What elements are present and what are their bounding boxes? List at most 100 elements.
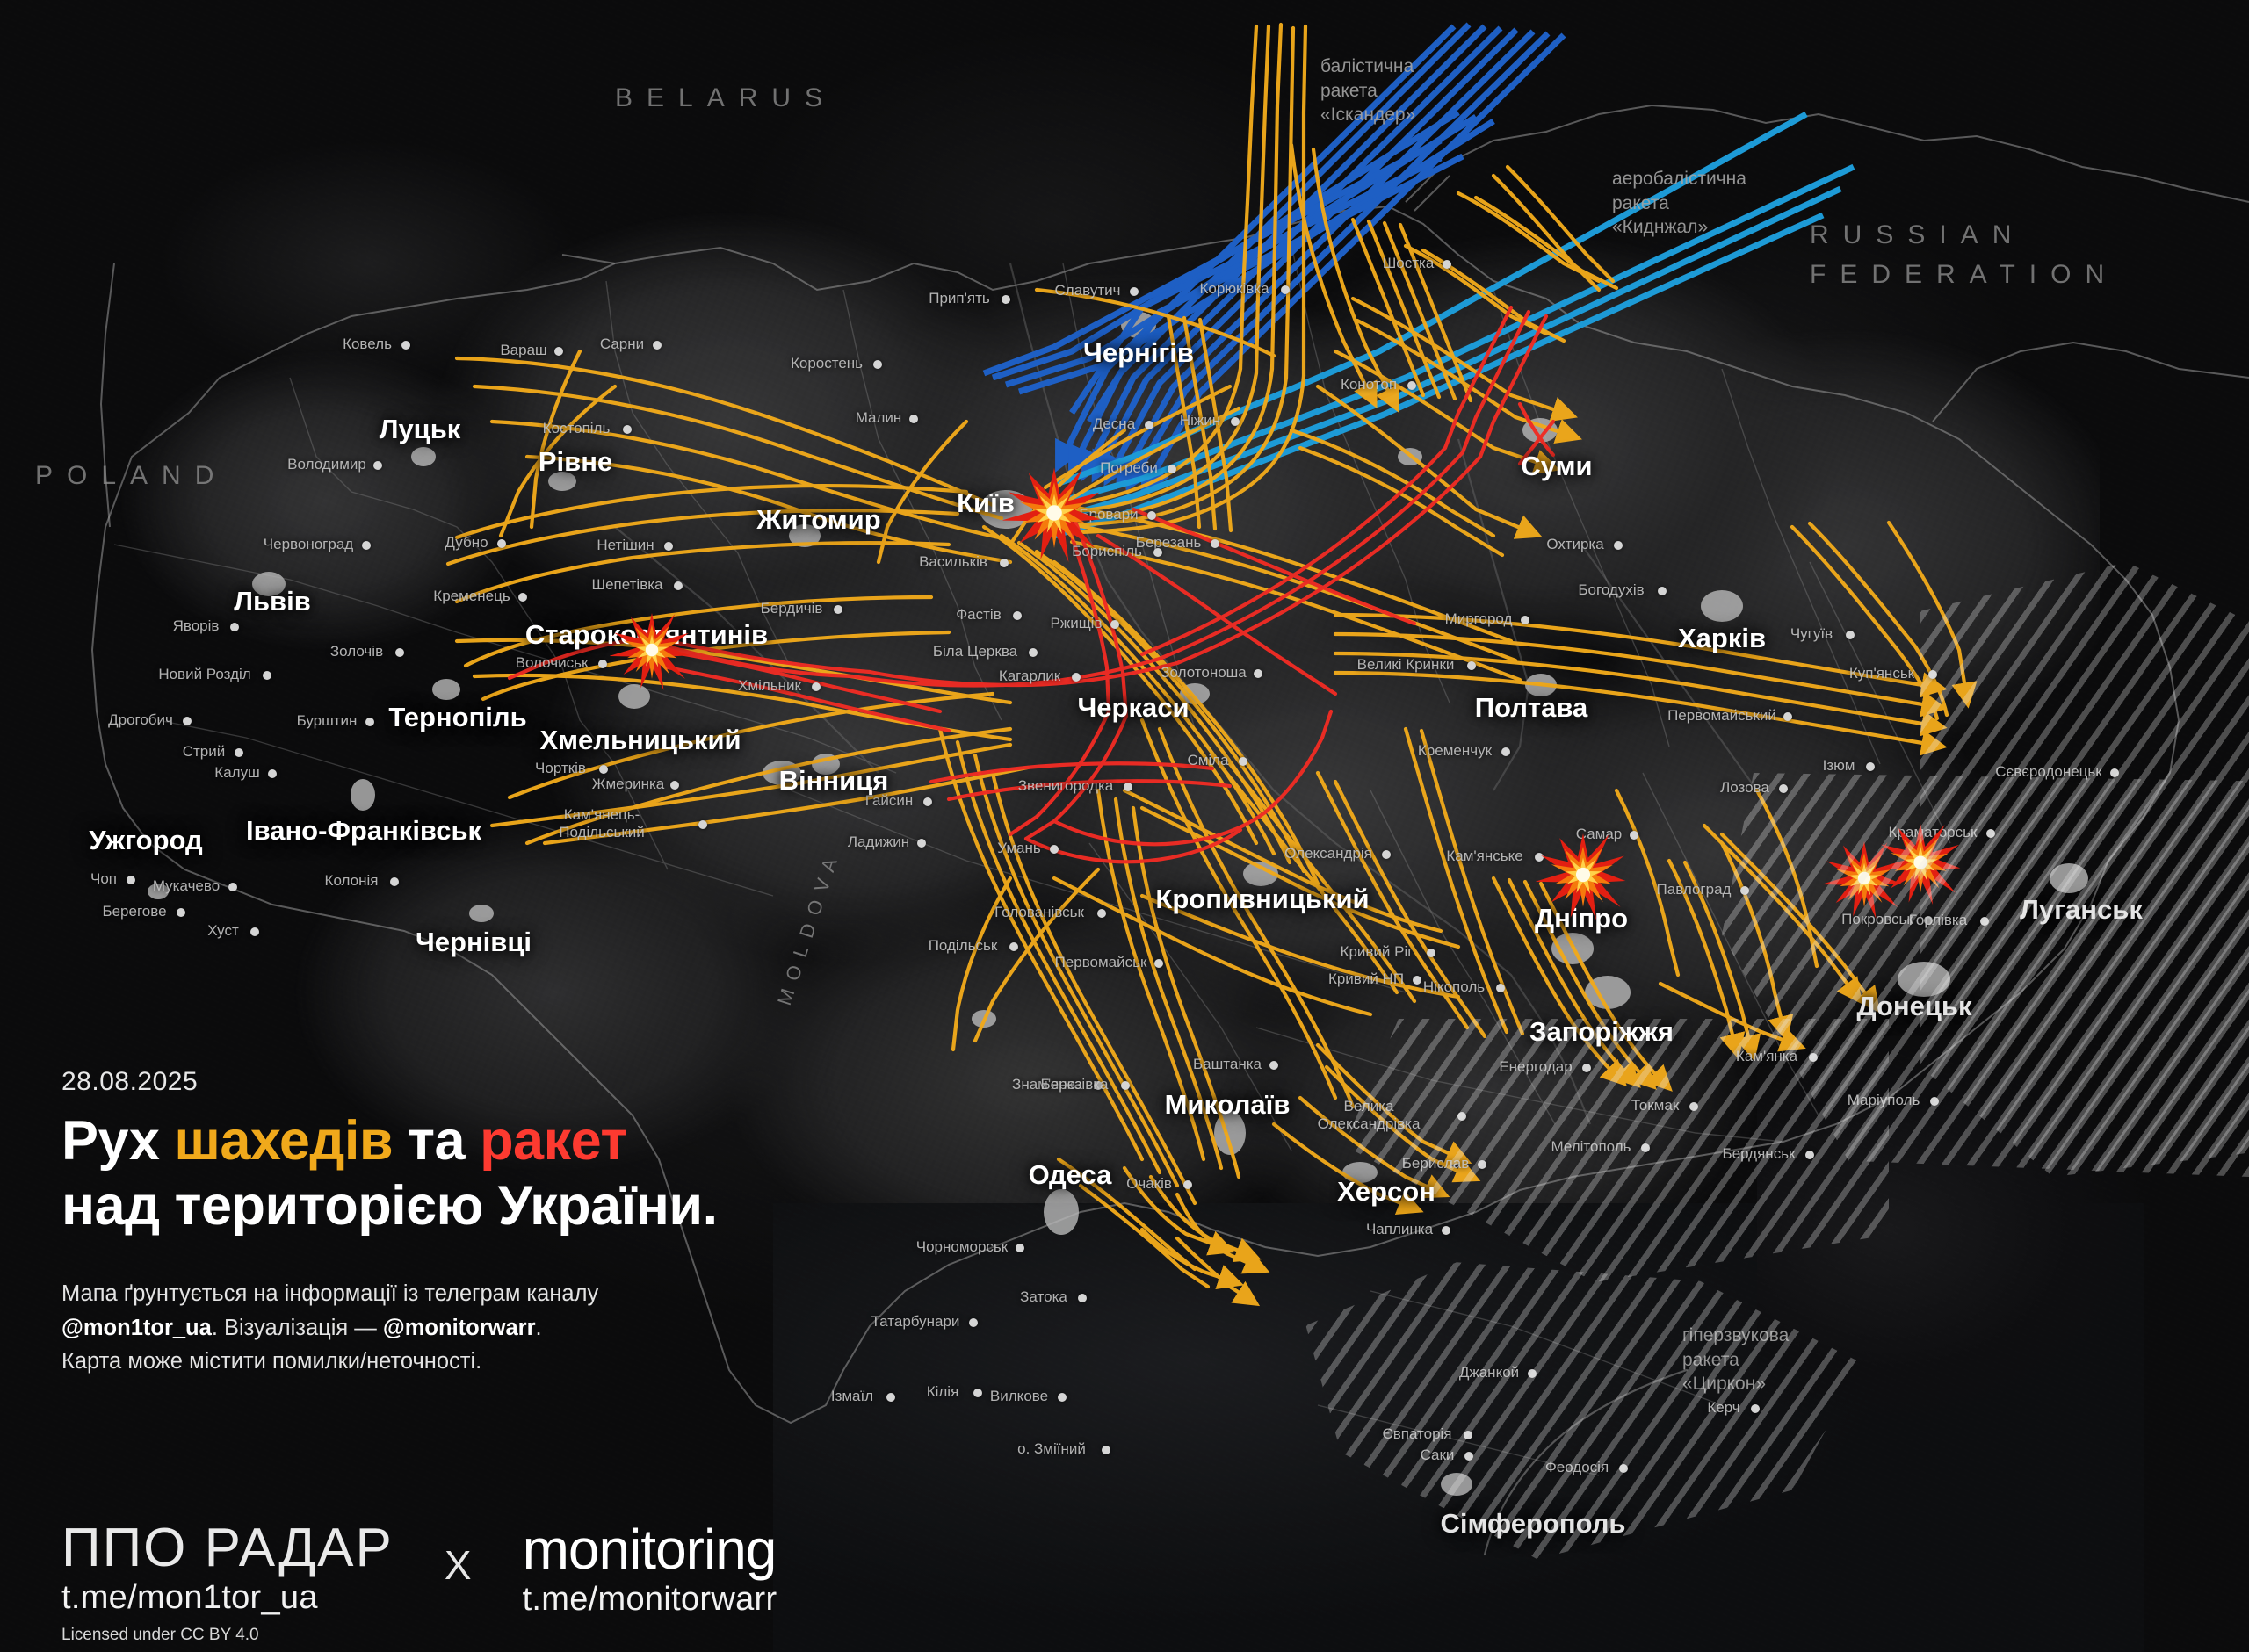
city-dot-icon	[923, 797, 932, 806]
city-dot-icon	[1924, 916, 1933, 925]
major-city-label: Полтава	[1474, 692, 1588, 723]
minor-city-label: Сарни	[599, 335, 645, 352]
minor-city-label: Березівка	[1040, 1076, 1109, 1093]
city-dot-icon	[1630, 831, 1638, 840]
minor-city-label: Мукачево	[152, 877, 221, 894]
city-dot-icon	[1168, 465, 1176, 473]
explosion-marker-icon	[1821, 836, 1906, 920]
minor-city-label: Звенигородка	[1017, 777, 1114, 794]
caption-panel: 28.08.2025 Рух шахедів та ракет над тери…	[61, 1067, 852, 1378]
city-dot-icon	[518, 593, 527, 602]
headline-missile-word: ракет	[480, 1110, 627, 1172]
minor-city-label: Погреби	[1100, 459, 1158, 476]
minor-city-label: Енергодар	[1499, 1058, 1573, 1075]
city-dot-icon	[1582, 1064, 1591, 1072]
minor-city-label: Корюківка	[1199, 280, 1269, 297]
minor-city-label: Смiла	[1187, 752, 1229, 768]
headline-part-2: та	[393, 1110, 481, 1172]
minor-city-label: Феодосія	[1544, 1459, 1609, 1475]
city-dot-icon	[812, 682, 821, 691]
minor-city-label: Колонія	[324, 872, 379, 889]
major-city-label: Чернівці	[415, 927, 532, 957]
minor-city-label: Дубно	[445, 534, 488, 551]
disclaimer-period: .	[535, 1315, 542, 1340]
minor-city-label: Голованівськ	[994, 904, 1084, 920]
city-dot-icon	[1413, 976, 1421, 985]
city-dot-icon	[664, 542, 673, 551]
major-city-label: Сімферополь	[1440, 1508, 1626, 1539]
minor-city-label: Самар	[1575, 826, 1623, 842]
minor-city-label: Коростень	[790, 355, 864, 372]
minor-city-label: Чорноморськ	[915, 1238, 1009, 1255]
headline-part-1: Рух	[61, 1110, 175, 1172]
minor-city-label: Бориспіль	[1072, 543, 1142, 559]
missile-trajectories	[507, 305, 1556, 864]
major-city-label: Чернігів	[1083, 337, 1194, 368]
minor-city-label: Ізмаїл	[830, 1388, 874, 1404]
minor-city-label: Кагарлик	[998, 667, 1061, 684]
minor-city-label: Кременець	[433, 588, 510, 604]
minor-city-label: Керч	[1707, 1399, 1740, 1416]
major-city-label: Івано-Франківськ	[245, 815, 482, 846]
brand-ppo-url[interactable]: t.me/mon1tor_ua	[61, 1579, 318, 1617]
major-city-label: Запоріжжя	[1529, 1016, 1674, 1047]
source-channel-handle[interactable]: @mon1tor_ua	[61, 1315, 212, 1340]
annotation-kinzhal: аеробалістична ракета «Киднжал»	[1612, 169, 1746, 238]
city-dot-icon	[1013, 611, 1022, 620]
city-dot-icon	[362, 541, 371, 550]
city-dot-icon	[698, 820, 707, 829]
minor-city-label: Дрогобич	[108, 711, 173, 728]
brand-monitoring-url[interactable]: t.me/monitorwarr	[522, 1581, 777, 1618]
major-city-label: Харків	[1677, 623, 1767, 653]
city-dot-icon	[230, 623, 239, 631]
brand-ppo-radar[interactable]: ППО РАДАР t.me/mon1tor_ua	[61, 1521, 394, 1617]
minor-city-label: Березань	[1135, 534, 1202, 551]
major-city-label: Київ	[957, 487, 1015, 518]
minor-city-label: Богодухів	[1578, 581, 1645, 598]
city-dot-icon	[235, 748, 243, 757]
city-dot-icon	[1154, 959, 1163, 968]
headline-shahed-word: шахедів	[174, 1110, 394, 1172]
city-dot-icon	[1442, 1226, 1450, 1235]
minor-city-label: Кілія	[926, 1383, 959, 1400]
major-city-label: Одеса	[1028, 1159, 1112, 1190]
minor-city-label: Вилкове	[989, 1388, 1049, 1404]
minor-city-label: Горлівка	[1908, 912, 1968, 928]
city-dot-icon	[1050, 845, 1059, 854]
minor-city-label: Васильків	[919, 553, 987, 570]
minor-city-label: Нетішин	[597, 537, 654, 553]
city-dot-icon	[1231, 417, 1240, 426]
license-text: Licensed under CC BY 4.0	[61, 1626, 259, 1644]
city-dot-icon	[250, 927, 259, 936]
city-dot-icon	[1751, 1404, 1760, 1413]
city-dot-icon	[390, 877, 399, 886]
city-dot-icon	[1641, 1143, 1650, 1152]
disclaimer-line-1: Мапа ґрунтується на інформації із телегр…	[61, 1281, 599, 1307]
country-label-russia-line1: RUSSIAN FEDERATION	[1810, 220, 2119, 289]
city-dot-icon	[373, 461, 382, 470]
minor-city-label: Хмільник	[738, 677, 801, 694]
city-dot-icon	[365, 718, 374, 726]
minor-city-label: Затока	[1020, 1288, 1067, 1305]
city-dot-icon	[177, 908, 185, 917]
brand-monitoring[interactable]: monitoring t.me/monitorwarr	[522, 1521, 777, 1619]
minor-city-label: Велика Олександрівка	[1317, 1098, 1421, 1132]
major-city-label: Вінниця	[778, 765, 889, 796]
city-dot-icon	[497, 539, 506, 548]
city-dot-icon	[1097, 909, 1106, 918]
minor-city-label: Куп'янськ	[1848, 665, 1915, 682]
major-city-label: Луцьк	[379, 414, 461, 444]
major-city-label: Кропивницький	[1155, 884, 1370, 914]
minor-city-label: Жмеринка	[591, 776, 665, 792]
explosion-marker-icon	[1535, 827, 1631, 922]
city-dot-icon	[1689, 1102, 1698, 1111]
major-city-label: Миколаїв	[1164, 1089, 1291, 1120]
viz-channel-handle[interactable]: @monitorwarr	[382, 1315, 536, 1340]
minor-city-label: Миргород	[1444, 610, 1513, 627]
minor-city-label: Татарбунари	[871, 1313, 960, 1330]
city-dot-icon	[1930, 1097, 1939, 1106]
city-dot-icon	[1147, 511, 1156, 520]
city-dot-icon	[1183, 1180, 1192, 1189]
minor-city-label: Ізюм	[1822, 757, 1855, 774]
